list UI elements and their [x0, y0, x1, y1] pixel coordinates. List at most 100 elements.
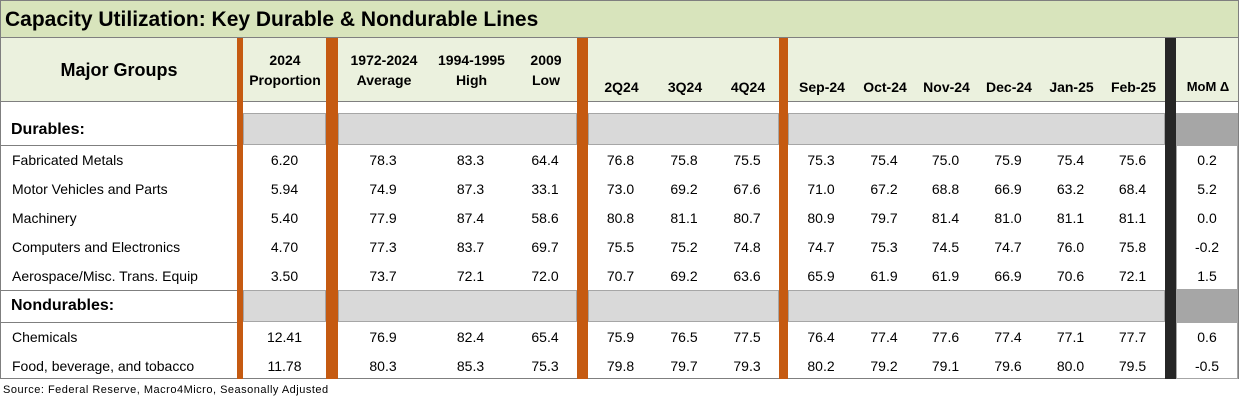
table-cell: 12.41: [266, 329, 303, 345]
table-cell: 75.3: [870, 239, 898, 255]
table-cell: 68.4: [1118, 181, 1147, 197]
header-rule: [1, 101, 1238, 102]
section-band: [788, 113, 1165, 145]
table-cell: 67.2: [870, 181, 898, 197]
section-band: [788, 290, 1165, 322]
table-cell: 73.0: [606, 181, 635, 197]
mom-cell: -0.2: [1194, 239, 1220, 255]
table-cell: 68.8: [931, 181, 960, 197]
table-cell: 75.3: [531, 358, 559, 374]
table-cell: 80.2: [807, 358, 835, 374]
table-cell: 76.0: [1056, 239, 1085, 255]
row-rule: [1, 290, 237, 291]
table-cell: 74.7: [807, 239, 835, 255]
header-high-line1: 1994-1995: [438, 51, 505, 68]
header-nov24-label: Nov-24: [923, 79, 970, 95]
header-major-groups-label: Major Groups: [60, 59, 178, 80]
row-label: Computers and Electronics: [12, 239, 181, 255]
table-cell: 79.5: [1118, 358, 1147, 374]
table-cell: 70.7: [606, 268, 635, 284]
table-cell: 82.4: [456, 329, 485, 345]
header-oct24-label: Oct-24: [863, 79, 907, 95]
section-band: [243, 113, 326, 145]
table-cell: 80.7: [733, 210, 761, 226]
table-cell: 72.0: [531, 268, 559, 284]
row-rule: [1, 322, 237, 323]
table-cell: 73.7: [369, 268, 397, 284]
table-cell: 87.4: [456, 210, 485, 226]
table-cell: 81.4: [931, 210, 960, 226]
table-cell: 64.4: [531, 152, 559, 168]
table-cell: 83.3: [456, 152, 485, 168]
header-low-line1: 2009: [530, 51, 562, 68]
table-cell: 3.50: [270, 268, 299, 284]
table-cell: 69.2: [670, 181, 698, 197]
table-cell: 79.8: [606, 358, 635, 374]
section-band-mom: [1176, 113, 1238, 145]
table-cell: 65.4: [531, 329, 559, 345]
section-band: [243, 290, 326, 322]
table-cell: 6.20: [270, 152, 299, 168]
table-cell: 75.8: [670, 152, 698, 168]
table-cell: 77.1: [1056, 329, 1085, 345]
mom-cell: 5.2: [1197, 181, 1217, 197]
row-label: Aerospace/Misc. Trans. Equip: [12, 268, 198, 284]
table-cell: 75.8: [1118, 239, 1147, 255]
table-cell: 70.6: [1056, 268, 1085, 284]
table-cell: 75.3: [807, 152, 835, 168]
row-label: Fabricated Metals: [12, 152, 124, 168]
mom-column-box: [1176, 322, 1238, 379]
table-cell: 77.4: [994, 329, 1022, 345]
table-cell: 77.3: [369, 239, 397, 255]
header-average-line2: Average: [356, 71, 412, 88]
table-cell: 79.3: [733, 358, 761, 374]
section-band: [338, 290, 577, 322]
table-cell: 81.1: [670, 210, 698, 226]
table-cell: 76.8: [606, 152, 635, 168]
table-cell: 66.9: [994, 181, 1022, 197]
header-3q24: 3Q24: [653, 38, 717, 101]
table-cell: 33.1: [531, 181, 559, 197]
header-jan25-label: Jan-25: [1049, 79, 1094, 95]
section-band: [588, 290, 779, 322]
header-sep24: Sep-24: [790, 38, 854, 101]
header-proportion-line1: 2024: [269, 51, 301, 68]
header-high: 1994-1995 High: [428, 38, 515, 101]
table-cell: 72.1: [1118, 268, 1147, 284]
table-cell: 80.9: [807, 210, 835, 226]
table-cell: 58.6: [531, 210, 559, 226]
section-band-mom: [1176, 290, 1238, 322]
header-feb25: Feb-25: [1102, 38, 1165, 101]
table-cell: 77.7: [1118, 329, 1147, 345]
header-high-line2: High: [455, 71, 488, 88]
table-cell: 75.6: [1118, 152, 1147, 168]
table-cell: 74.5: [931, 239, 960, 255]
table-cell: 63.6: [733, 268, 761, 284]
table-cell: 67.6: [733, 181, 761, 197]
header-2q24: 2Q24: [590, 38, 653, 101]
header-jan25: Jan-25: [1041, 38, 1102, 101]
table-cell: 75.9: [606, 329, 635, 345]
row-label: Chemicals: [12, 329, 78, 345]
table-cell: 79.6: [994, 358, 1022, 374]
table-cell: 87.3: [456, 181, 485, 197]
table-cell: 75.4: [1056, 152, 1085, 168]
row-label: Food, beverage, and tobacco: [12, 358, 195, 374]
table-cell: 4.70: [270, 239, 299, 255]
header-major-groups: Major Groups: [1, 38, 237, 101]
header-4q24: 4Q24: [717, 38, 779, 101]
header-dec24-label: Dec-24: [986, 79, 1032, 95]
mom-cell: 0.2: [1197, 152, 1217, 168]
table-cell: 81.1: [1056, 210, 1085, 226]
table-cell: 80.3: [369, 358, 397, 374]
table-cell: 75.5: [606, 239, 635, 255]
header-mom-label: MoM Δ: [1186, 79, 1230, 94]
header-nov24: Nov-24: [916, 38, 977, 101]
table-cell: 66.9: [994, 268, 1022, 284]
table-cell: 11.78: [267, 358, 302, 374]
column-separator: [326, 38, 338, 379]
table-header: Major Groups 2024 Proportion 1972-2024 A…: [1, 38, 1238, 101]
table-cell: 77.4: [870, 329, 898, 345]
table-cell: 79.2: [870, 358, 898, 374]
table-cell: 63.2: [1056, 181, 1085, 197]
